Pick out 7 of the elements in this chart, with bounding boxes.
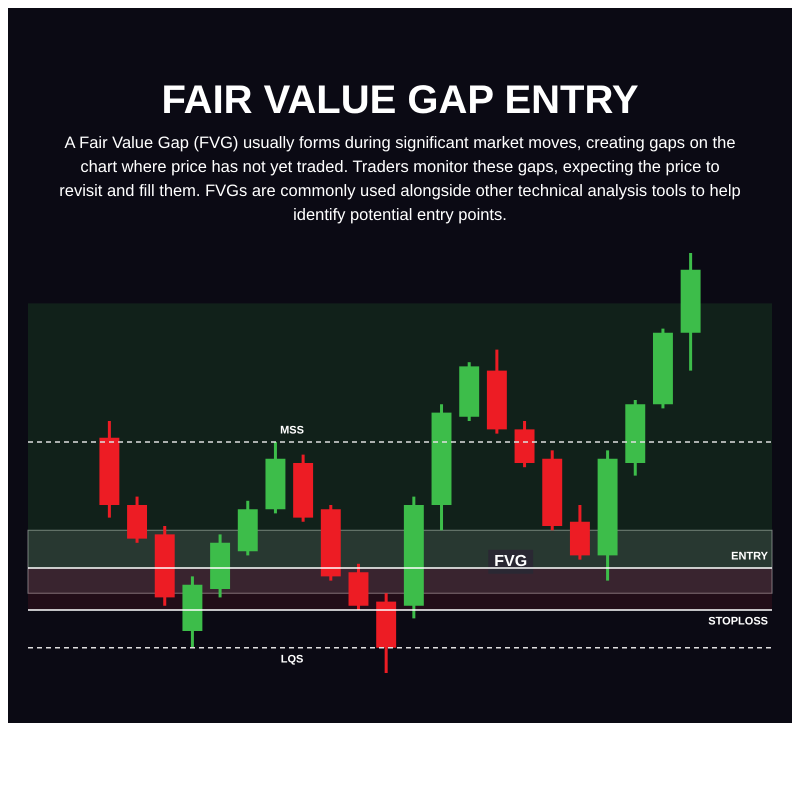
ref-line-label: MSS [280, 424, 304, 437]
chart-title: FAIR VALUE GAP ENTRY [160, 78, 640, 123]
ref-line-label: LQS [280, 653, 304, 666]
ref-line-label: STOPLOSS [708, 616, 768, 628]
chart-subtitle: A Fair Value Gap (FVG) usually forms during significant market moves, creating gaps on the chart where price has not yet traded. Traders monitor these gaps, expecting the price to revisit and fill them. FVGs are commonly used alongside other technical analysis tools to help identify potential entry points. [58, 133, 742, 226]
band-label: FVG [494, 553, 528, 570]
ref-line-label: ENTRY [731, 550, 769, 563]
